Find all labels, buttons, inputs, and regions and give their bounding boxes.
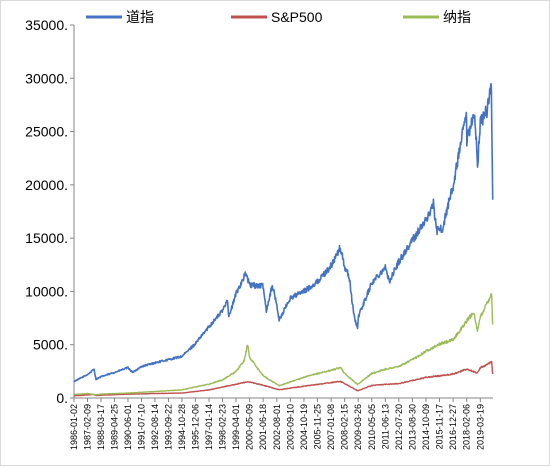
y-tick-label: 35000.: [25, 17, 68, 33]
x-tick-label: 2007-01-08: [326, 404, 336, 450]
series-line-3: [73, 293, 494, 396]
y-tick-label: 30000.: [25, 70, 68, 86]
plot-lines: [73, 82, 494, 397]
x-tick-label: 2015-11-17: [435, 404, 445, 449]
x-tick-label: 1986-01-02: [69, 404, 79, 450]
x-tick-label: 1987-02-09: [82, 404, 92, 450]
series-line-2: [73, 360, 494, 397]
x-tick-label: 2016-12-27: [448, 404, 458, 450]
x-tick-label: 2008-02-15: [340, 404, 350, 450]
x-tick-label: 2012-07-20: [394, 404, 404, 450]
y-tick-label: 20000.: [25, 177, 68, 193]
legend-label: 纳指: [443, 9, 471, 25]
x-tick-label: 1998-02-23: [218, 404, 228, 450]
series-line-1: [73, 82, 494, 383]
x-axis: 1986-01-02 1987-02-09 1988-03-17 1989-04-25…: [69, 397, 493, 450]
y-axis: 0. 5000. 10000. 15000. 20000. 25000. 30000. 350…: [25, 17, 75, 406]
x-tick-label: 1988-03-17: [96, 404, 106, 450]
x-tick-label: 2010-05-05: [367, 404, 377, 450]
x-tick-label: 1999-04-01: [231, 404, 241, 450]
y-tick-label: 0.: [56, 390, 68, 406]
legend-label: S&P500: [271, 9, 323, 25]
x-tick-label: 1990-06-01: [123, 404, 133, 450]
legend-label: 道指: [126, 9, 154, 25]
x-tick-label: 1992-08-14: [150, 404, 160, 450]
y-tick-label: 25000.: [25, 124, 68, 140]
x-tick-label: 1994-10-28: [177, 404, 187, 450]
y-tick-label: 5000.: [33, 337, 68, 353]
x-tick-label: 1989-04-25: [109, 404, 119, 450]
x-tick-label: 2011-06-13: [380, 404, 390, 449]
x-tick-label: 1997-01-14: [204, 404, 214, 450]
x-tick-label: 2013-08-30: [407, 404, 417, 450]
legend: 道指 S&P500 纳指: [86, 9, 471, 25]
x-tick-label: 1993-09-22: [163, 404, 173, 450]
x-tick-label: 2019-03-19: [475, 404, 485, 450]
x-tick-label: 1995-12-06: [190, 404, 200, 450]
y-tick-label: 10000.: [25, 283, 68, 299]
x-tick-label: 2002-08-01: [272, 404, 282, 450]
x-tick-label: 2004-10-19: [299, 404, 309, 450]
x-tick-label: 2014-10-09: [421, 404, 431, 450]
x-tick-label: 2001-06-18: [258, 404, 268, 450]
x-tick-label: 2003-09-10: [285, 404, 295, 450]
x-tick-label: 2000-05-09: [245, 404, 255, 450]
x-tick-label: 2009-03-26: [353, 404, 363, 450]
x-tick-label: 2005-11-25: [312, 404, 322, 449]
y-tick-label: 15000.: [25, 230, 68, 246]
x-tick-label: 1991-07-10: [136, 404, 146, 450]
x-tick-label: 2018-02-06: [462, 404, 472, 450]
